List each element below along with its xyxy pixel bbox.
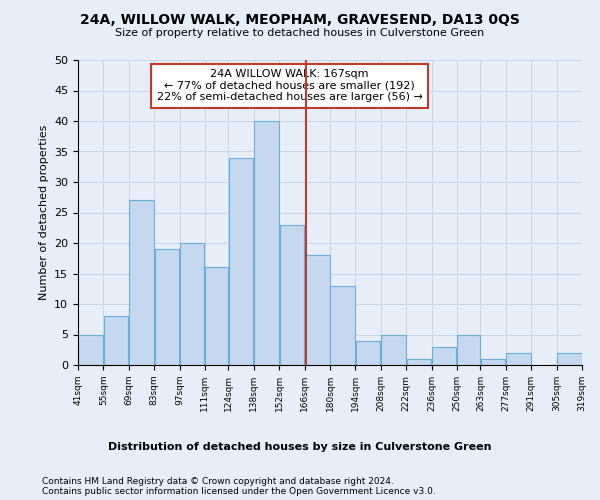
Bar bbox=[155, 249, 179, 365]
Bar bbox=[129, 200, 154, 365]
Bar bbox=[305, 255, 329, 365]
Bar bbox=[331, 286, 355, 365]
Text: Distribution of detached houses by size in Culverstone Green: Distribution of detached houses by size … bbox=[108, 442, 492, 452]
Text: 24A, WILLOW WALK, MEOPHAM, GRAVESEND, DA13 0QS: 24A, WILLOW WALK, MEOPHAM, GRAVESEND, DA… bbox=[80, 12, 520, 26]
Bar bbox=[457, 334, 480, 365]
Bar bbox=[481, 359, 505, 365]
Bar bbox=[280, 224, 304, 365]
Text: Contains HM Land Registry data © Crown copyright and database right 2024.: Contains HM Land Registry data © Crown c… bbox=[42, 478, 394, 486]
Bar bbox=[557, 353, 581, 365]
Bar bbox=[432, 346, 457, 365]
Bar bbox=[205, 268, 228, 365]
Text: Contains public sector information licensed under the Open Government Licence v3: Contains public sector information licen… bbox=[42, 488, 436, 496]
Bar bbox=[407, 359, 431, 365]
Y-axis label: Number of detached properties: Number of detached properties bbox=[38, 125, 49, 300]
Bar bbox=[180, 243, 205, 365]
Bar bbox=[229, 158, 253, 365]
Bar bbox=[104, 316, 128, 365]
Bar bbox=[506, 353, 531, 365]
Bar bbox=[254, 121, 279, 365]
Text: Size of property relative to detached houses in Culverstone Green: Size of property relative to detached ho… bbox=[115, 28, 485, 38]
Bar bbox=[381, 334, 406, 365]
Bar bbox=[356, 340, 380, 365]
Text: 24A WILLOW WALK: 167sqm
← 77% of detached houses are smaller (192)
22% of semi-d: 24A WILLOW WALK: 167sqm ← 77% of detache… bbox=[157, 69, 422, 102]
Bar bbox=[79, 334, 103, 365]
